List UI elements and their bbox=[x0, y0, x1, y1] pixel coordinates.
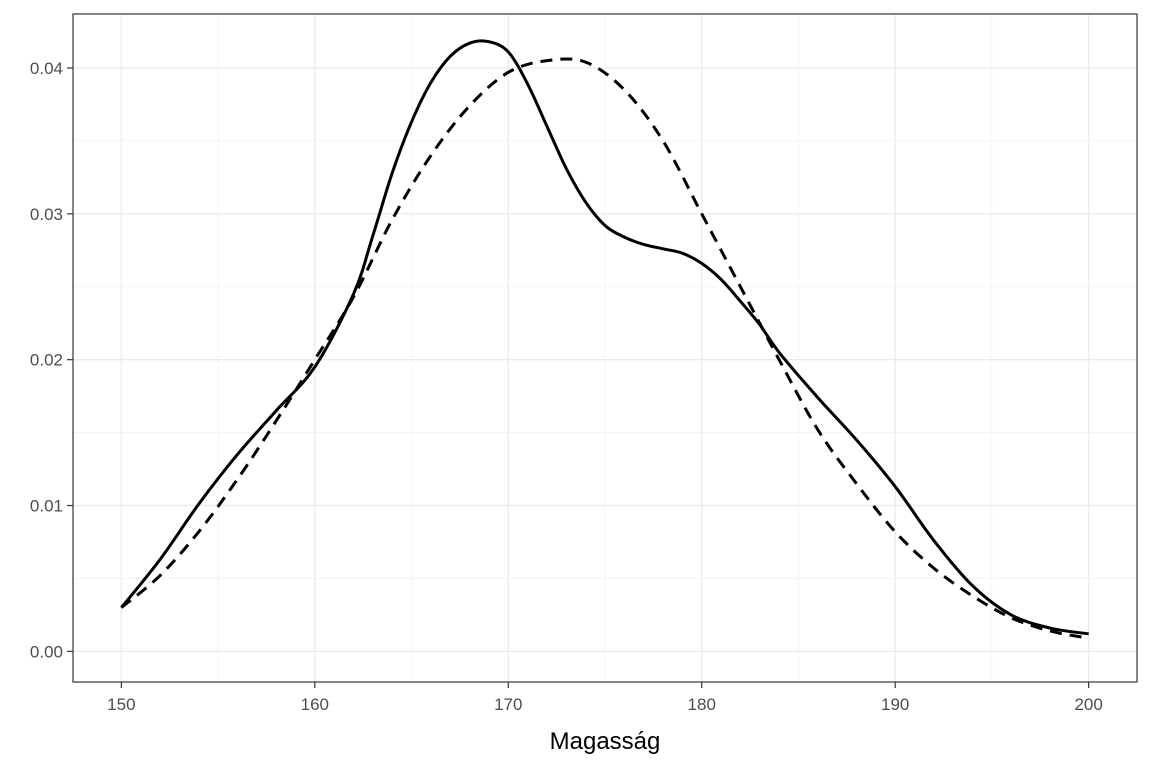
major-gridlines bbox=[73, 14, 1137, 682]
x-axis: 150 160 170 180 190 200 bbox=[107, 682, 1103, 714]
x-tick-label: 200 bbox=[1074, 695, 1102, 714]
y-tick-label: 0.02 bbox=[30, 351, 63, 370]
x-tick-label: 180 bbox=[688, 695, 716, 714]
x-axis-title: Magasság bbox=[550, 728, 661, 755]
x-tick-label: 150 bbox=[107, 695, 135, 714]
dashed-density-line bbox=[120, 57, 1089, 640]
minor-gridlines bbox=[73, 14, 1137, 682]
x-tick-label: 160 bbox=[301, 695, 329, 714]
y-axis: 0.00 0.01 0.02 0.03 0.04 bbox=[30, 59, 73, 661]
series-layer bbox=[120, 39, 1089, 640]
y-tick-label: 0.01 bbox=[30, 497, 63, 516]
y-tick-label: 0.00 bbox=[30, 642, 63, 661]
x-tick-label: 170 bbox=[494, 695, 522, 714]
y-tick-label: 0.03 bbox=[30, 205, 63, 224]
y-tick-label: 0.04 bbox=[30, 59, 63, 78]
panel-border bbox=[72, 13, 1138, 683]
x-tick-label: 190 bbox=[881, 695, 909, 714]
